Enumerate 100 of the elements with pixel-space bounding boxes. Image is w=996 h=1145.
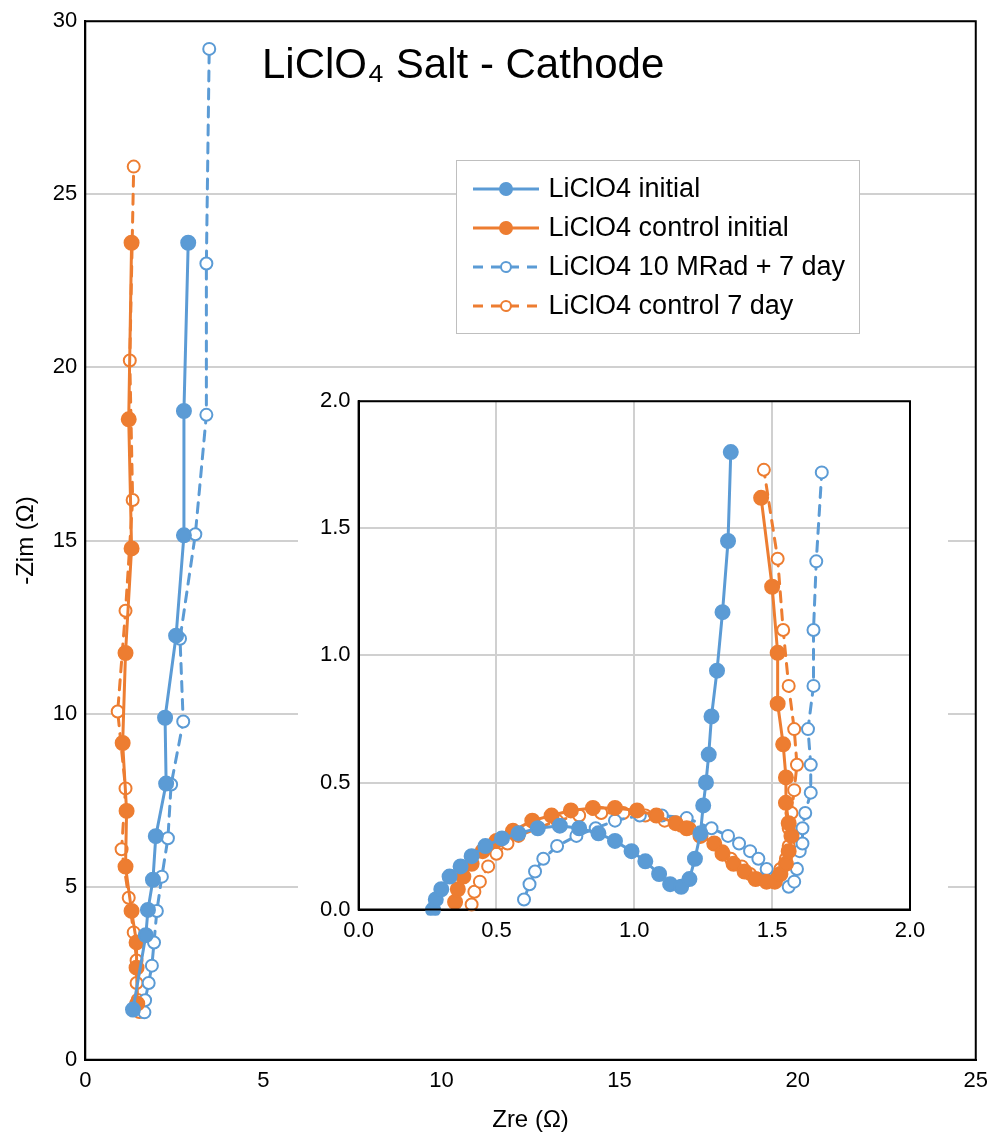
point (467, 884, 482, 899)
point (795, 836, 810, 851)
x-tick-label: 1.5 (756, 916, 788, 942)
legend-label: LiClO4 control initial (548, 212, 789, 243)
point (700, 746, 717, 763)
point (743, 844, 758, 859)
point (180, 234, 197, 251)
point (678, 820, 695, 837)
point (139, 901, 156, 918)
point (803, 785, 818, 800)
point (463, 848, 480, 865)
y-tick-label: 30 (52, 7, 78, 33)
point (199, 256, 214, 271)
point (720, 533, 737, 550)
point (481, 859, 496, 874)
point (637, 853, 654, 870)
x-tick-label: 5 (257, 1067, 270, 1093)
x-tick-label: 20 (785, 1067, 810, 1093)
point (528, 864, 543, 879)
point (789, 861, 804, 876)
point (769, 644, 786, 661)
point (158, 775, 175, 792)
legend-label: LiClO4 control 7 day (548, 290, 794, 321)
point (441, 868, 458, 885)
point (522, 877, 537, 892)
point (648, 807, 665, 824)
point (493, 830, 510, 847)
point (751, 851, 766, 866)
point (780, 815, 797, 832)
point (123, 234, 140, 251)
point (202, 41, 217, 56)
point (787, 783, 802, 798)
point (562, 802, 579, 819)
y-tick-label: 10 (52, 699, 78, 725)
point (709, 662, 725, 679)
point (714, 604, 731, 621)
point (571, 820, 588, 837)
point (623, 843, 640, 860)
point (809, 554, 824, 569)
x-tick-label: 0.5 (481, 916, 512, 942)
point (753, 489, 770, 506)
point (120, 411, 137, 428)
point (536, 851, 551, 866)
point (114, 735, 131, 752)
point (629, 802, 646, 819)
x-tick-label: 1.0 (618, 916, 650, 942)
y-tick-label: 2.0 (319, 387, 351, 413)
y-axis-title: -Zim (Ω) (11, 496, 39, 585)
point (141, 975, 156, 990)
point (123, 902, 140, 919)
point (160, 831, 175, 846)
y-tick-label: 20 (52, 353, 78, 379)
point (798, 806, 813, 820)
point (517, 892, 532, 907)
y-tick-label: 0.5 (319, 768, 351, 794)
x-tick-label: 10 (429, 1067, 454, 1093)
point (759, 861, 774, 876)
y-tick-label: 25 (52, 180, 78, 206)
point (776, 622, 791, 637)
point (722, 444, 739, 461)
x-tick-label: 15 (607, 1067, 632, 1093)
point (144, 958, 159, 973)
point (117, 645, 134, 662)
point (157, 709, 174, 726)
y-tick-label: 0 (65, 1045, 78, 1071)
point (736, 863, 753, 880)
point (118, 802, 135, 819)
point (681, 871, 698, 888)
legend-label: LiClO4 initial (548, 173, 701, 204)
point (795, 821, 810, 836)
point (780, 843, 797, 860)
point (686, 850, 703, 867)
point (697, 774, 714, 791)
point (543, 807, 560, 824)
point (695, 797, 712, 814)
y-tick-label: 1.0 (319, 641, 351, 667)
x-axis-title: Zre (Ω) (492, 1105, 569, 1133)
y-tick-label: 15 (52, 526, 78, 552)
point (550, 839, 565, 854)
point (606, 832, 623, 849)
text: LiClO₄ Salt - Cathode (262, 40, 665, 88)
point (147, 828, 164, 845)
point (770, 551, 785, 566)
point (175, 403, 192, 420)
point (125, 1001, 141, 1018)
point (787, 874, 802, 889)
point (584, 799, 601, 816)
point (477, 838, 494, 855)
point (777, 794, 794, 811)
point (814, 465, 829, 480)
point (803, 757, 818, 772)
point (449, 881, 466, 898)
point (806, 622, 821, 637)
point (651, 866, 668, 883)
point (777, 769, 794, 786)
point (452, 858, 469, 875)
point (781, 678, 796, 693)
point (703, 708, 720, 725)
point (800, 722, 815, 737)
point (806, 678, 821, 693)
